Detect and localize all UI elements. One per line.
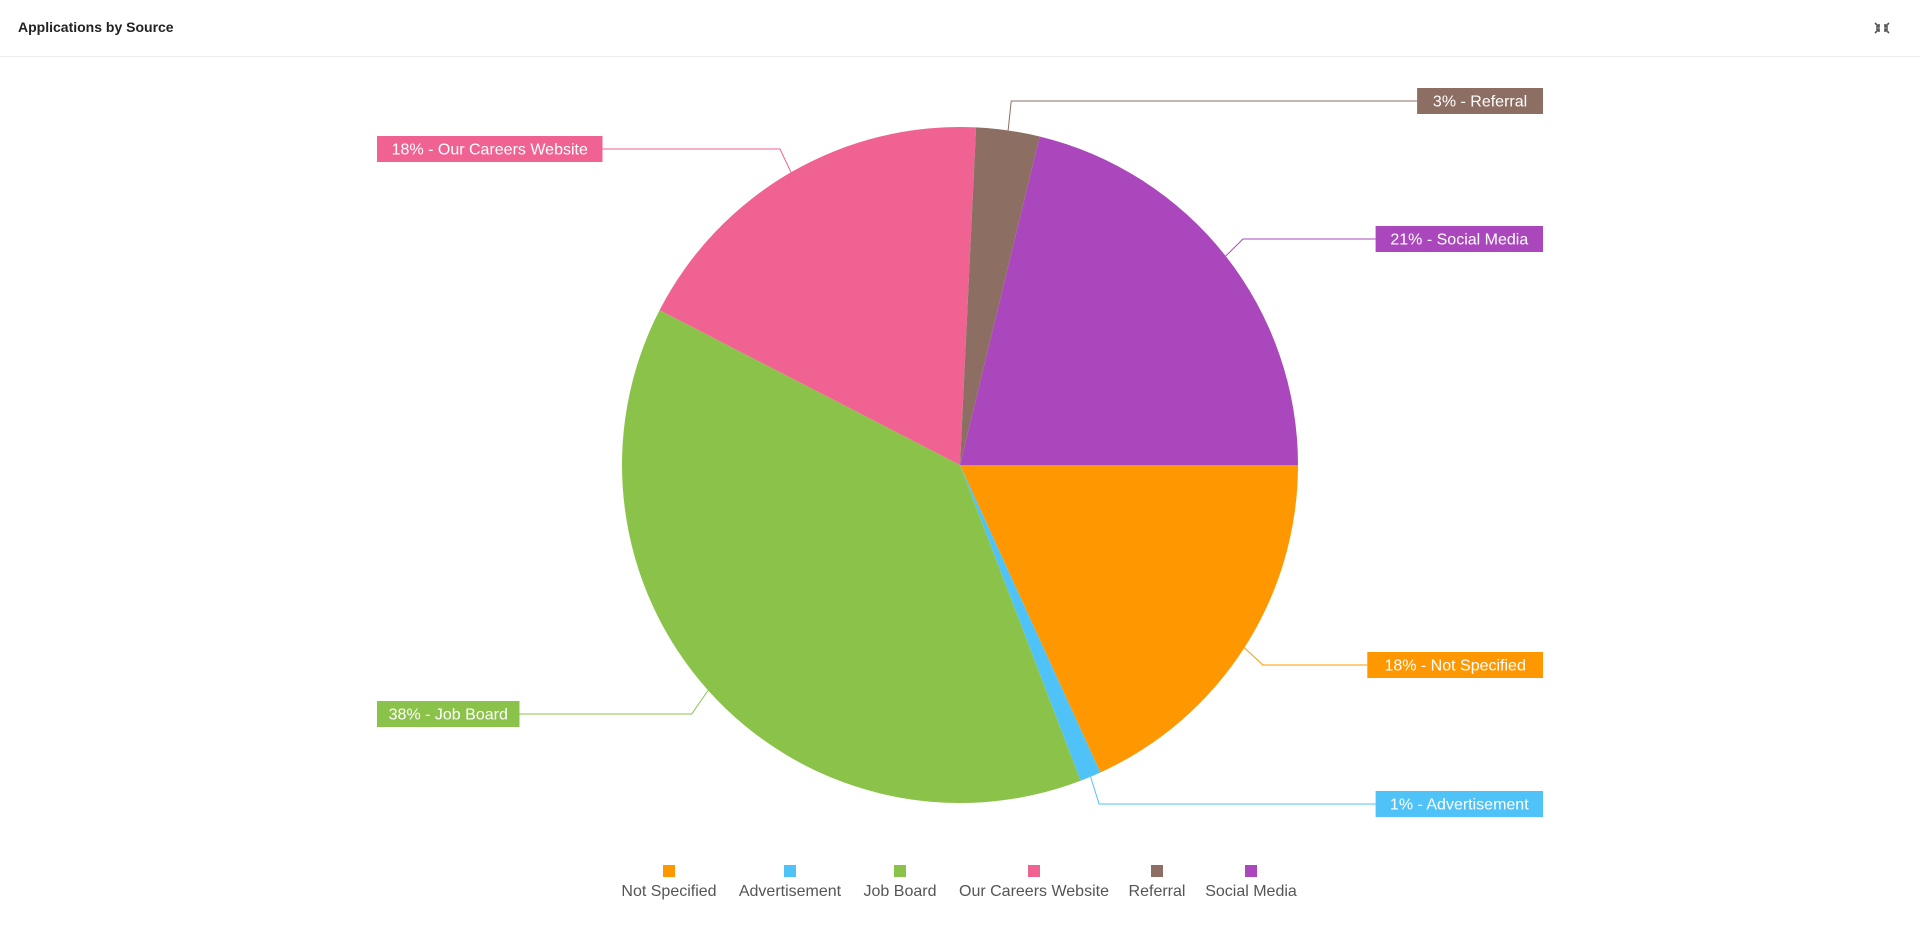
slice-label-referral: 3% - Referral [1433, 94, 1527, 111]
chart-legend: Not Specified Advertisement Job Board Our C… [621, 865, 1297, 900]
slice-advertisement[interactable] [960, 465, 1101, 781]
slice-not-specified[interactable] [960, 465, 1298, 773]
leader-lines [519, 100, 1418, 805]
legend-swatch-not-specified [663, 865, 675, 877]
slice-label-our-careers-website: 18% - Our Careers Website [392, 142, 588, 159]
slice-label-box-our-careers-website [377, 136, 603, 162]
slice-referral[interactable] [960, 127, 1040, 465]
slice-label-box-job-board [377, 701, 520, 727]
legend-swatch-social-media [1245, 865, 1257, 877]
slice-label-box-advertisement [1375, 791, 1543, 817]
slice-job-board[interactable] [622, 310, 1081, 804]
leader-line-advertisement [1090, 776, 1376, 805]
slice-label-box-social-media [1375, 226, 1543, 252]
legend-item-job-board[interactable]: Job Board [864, 865, 937, 900]
legend-swatch-our-careers-website [1028, 865, 1040, 877]
widget-title: Applications by Source [18, 19, 174, 35]
leader-line-our-careers-website [602, 148, 792, 173]
legend-label-social-media: Social Media [1205, 883, 1297, 900]
legend-label-referral: Referral [1129, 883, 1186, 900]
leader-line-job-board [519, 690, 709, 715]
slice-labels: 18% - Not Specified 1% - Advertisement 38%… [377, 88, 1543, 817]
legend-item-social-media[interactable]: Social Media [1205, 865, 1297, 900]
leader-line-referral [1007, 100, 1418, 131]
slice-label-advertisement: 1% - Advertisement [1390, 797, 1529, 814]
legend-item-referral[interactable]: Referral [1129, 865, 1186, 900]
legend-item-our-careers-website[interactable]: Our Careers Website [959, 865, 1109, 900]
collapse-arrows-icon[interactable] [1870, 18, 1894, 38]
legend-item-advertisement[interactable]: Advertisement [739, 865, 842, 900]
slice-label-social-media: 21% - Social Media [1390, 232, 1528, 249]
pie-slices [622, 126, 1298, 804]
legend-label-our-careers-website: Our Careers Website [959, 883, 1109, 900]
slice-label-box-not-specified [1367, 652, 1543, 678]
slice-label-box-referral [1417, 88, 1543, 114]
legend-label-advertisement: Advertisement [739, 883, 842, 900]
slice-label-not-specified: 18% - Not Specified [1384, 658, 1525, 675]
legend-swatch-advertisement [784, 865, 796, 877]
legend-label-not-specified: Not Specified [621, 883, 716, 900]
slice-social-media[interactable] [960, 136, 1298, 465]
legend-label-job-board: Job Board [864, 883, 937, 900]
slice-label-job-board: 38% - Job Board [389, 707, 508, 724]
legend-swatch-job-board [894, 865, 906, 877]
widget-header: Applications by Source [0, 0, 1920, 57]
leader-line-not-specified [1244, 647, 1368, 666]
legend-item-not-specified[interactable]: Not Specified [621, 865, 717, 900]
leader-line-social-media [1225, 238, 1376, 257]
legend-swatch-referral [1151, 865, 1163, 877]
slice-our-careers-website[interactable] [659, 126, 977, 465]
